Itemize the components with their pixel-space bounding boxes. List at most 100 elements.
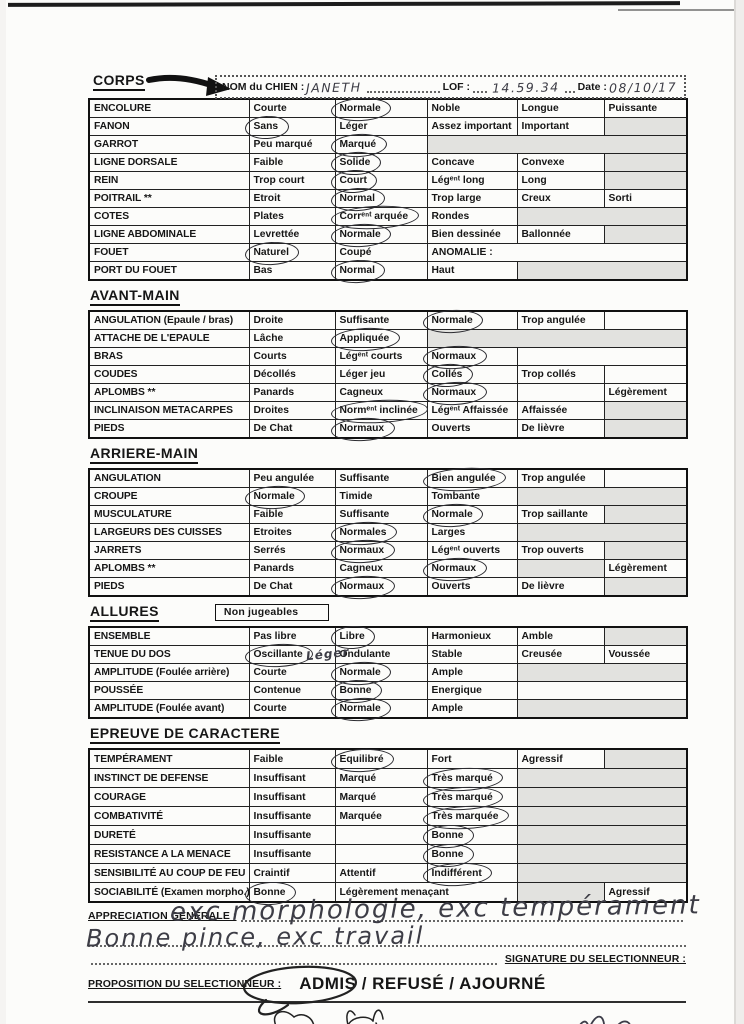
table-cell: ANOMALIE : [426, 243, 688, 262]
table-cell: Faible [248, 748, 336, 769]
scan-artifact [7, 1, 681, 7]
table-cell: Ouverts [426, 419, 518, 439]
table-cell: Sorti [603, 189, 688, 208]
option-value: Etroit [253, 193, 281, 204]
footer-bottom: AFB [88, 1003, 686, 1024]
table-row: COURAGE Insuffisant Marqué Très marqué [88, 787, 688, 807]
selected-option: Libre [339, 631, 365, 642]
option-value: Concave [431, 157, 475, 168]
option-value: Marquée [339, 810, 382, 822]
table-cell: Concave [426, 153, 518, 172]
selected-option: Corrᵉⁿᵗ arquée [339, 211, 409, 222]
option-value: Décollés [253, 369, 296, 380]
option-value: Fort [431, 753, 452, 765]
table-cell [516, 207, 688, 226]
table-cell [603, 117, 688, 136]
option-value: De lièvre [521, 423, 565, 434]
table-cell: Marqué [334, 787, 428, 807]
table-cell: Normaux [334, 541, 428, 560]
table-cell: Normale [334, 699, 428, 719]
table-row: JARRETS Serrés Normaux Légᵉⁿᵗ ouverts Trop o… [88, 541, 688, 560]
table-cell: Très marquée [426, 806, 518, 826]
option-value: Convexe [521, 157, 565, 168]
option-value: Ondulante [339, 649, 391, 660]
table-row: ANGULATION Peu angulée Suffisante Bien angu… [88, 468, 688, 488]
table-cell: Pas libre [248, 626, 336, 646]
table-cell [516, 261, 688, 281]
selected-option: Normale [253, 491, 295, 502]
table-row: BRAS Courts Légᵉⁿᵗ courts Normaux [88, 347, 688, 366]
option-value: Ample [431, 703, 463, 714]
table-cell [603, 419, 688, 439]
table-cell: De lièvre [516, 577, 605, 597]
table-cell [426, 135, 688, 154]
selected-option: Normaux [339, 545, 385, 556]
selected-option: Bien angulée [431, 473, 496, 484]
option-value: Léger jeu [339, 369, 386, 380]
date-label: Date : [577, 81, 607, 93]
table-cell: Cagneux [334, 559, 428, 578]
table-cell: Normᵉⁿᵗ inclinée [334, 401, 428, 420]
row-label: LIGNE DORSALE [88, 153, 250, 172]
option-value: De lièvre [521, 581, 565, 592]
option-value: Courte [253, 667, 287, 678]
table-row: CROUPE Normale Timide Tombante [88, 487, 688, 506]
option-value: Affaissée [521, 405, 568, 416]
table-cell: Serrés [248, 541, 336, 560]
table-cell: Trop large [426, 189, 518, 208]
paper-edge [0, 0, 6, 1024]
row-label: POITRAIL ** [88, 189, 250, 208]
table-cell: Voussée [603, 645, 688, 664]
option-value: Tombante [431, 491, 480, 502]
table-allures: ENSEMBLE Pas libre Libre Harmonieux Amble TEN… [88, 626, 688, 719]
option-value: Puissante [608, 103, 658, 114]
table-row: LIGNE ABDOMINALE Levrettée Normale Bien des… [88, 225, 688, 244]
lof-label: LOF : [442, 81, 470, 93]
section-heading-arriere_main: ARRIERE-MAIN [90, 445, 686, 464]
option-value: Peu marqué [253, 139, 313, 150]
table-cell: Attentif [334, 863, 428, 883]
table-cell [426, 329, 688, 348]
date-handwritten: 08/10/17 [608, 78, 678, 96]
row-label: ATTACHE DE L'EPAULE [88, 329, 250, 348]
table-cell [603, 401, 688, 420]
table-cell: Léger jeu [334, 365, 428, 384]
option-value: Marqué [339, 791, 377, 803]
table-cell [516, 768, 688, 788]
table-cell: Agressif [516, 748, 605, 769]
option-value: Suffisante [339, 473, 390, 484]
table-cell: Fort [426, 748, 518, 769]
selected-option: Sans [253, 121, 279, 132]
table-cell [603, 153, 688, 172]
selected-option: Normale [339, 667, 381, 678]
table-cell: De Chat [248, 577, 336, 597]
table-cell [603, 541, 688, 560]
option-value: Creux [521, 193, 551, 204]
selected-option: Normal [339, 193, 375, 204]
row-label: DURETÉ [88, 825, 250, 845]
option-value: Craintif [253, 867, 290, 879]
table-cell: Naturel [248, 243, 336, 262]
table-cell [603, 505, 688, 524]
selected-option: Normale [339, 103, 381, 114]
table-cell: Creusée [516, 645, 605, 664]
selected-option: Normᵉⁿᵗ inclinée [339, 405, 418, 416]
selected-option: Marqué [339, 139, 377, 150]
option-value: Cagneux [339, 563, 384, 574]
option-value: Longue [521, 103, 559, 114]
option-value: Serrés [253, 545, 286, 556]
table-cell: Insuffisant [248, 787, 336, 807]
table-cell: De lièvre [516, 419, 605, 439]
option-value: Attentif [339, 867, 376, 879]
table-cell: Energique [426, 681, 518, 700]
table-cell [334, 825, 428, 845]
table-cell [516, 347, 688, 366]
selected-option: Normale [339, 703, 381, 714]
table-cell: Normaux [426, 347, 518, 366]
selected-option: Appliquée [339, 333, 390, 344]
option-value: Courte [253, 103, 287, 114]
table-cell: Trop angulée [516, 310, 605, 330]
table-cell: Etroit [248, 189, 336, 208]
option-value: Important [521, 121, 569, 132]
table-cell: Ample [426, 699, 518, 719]
